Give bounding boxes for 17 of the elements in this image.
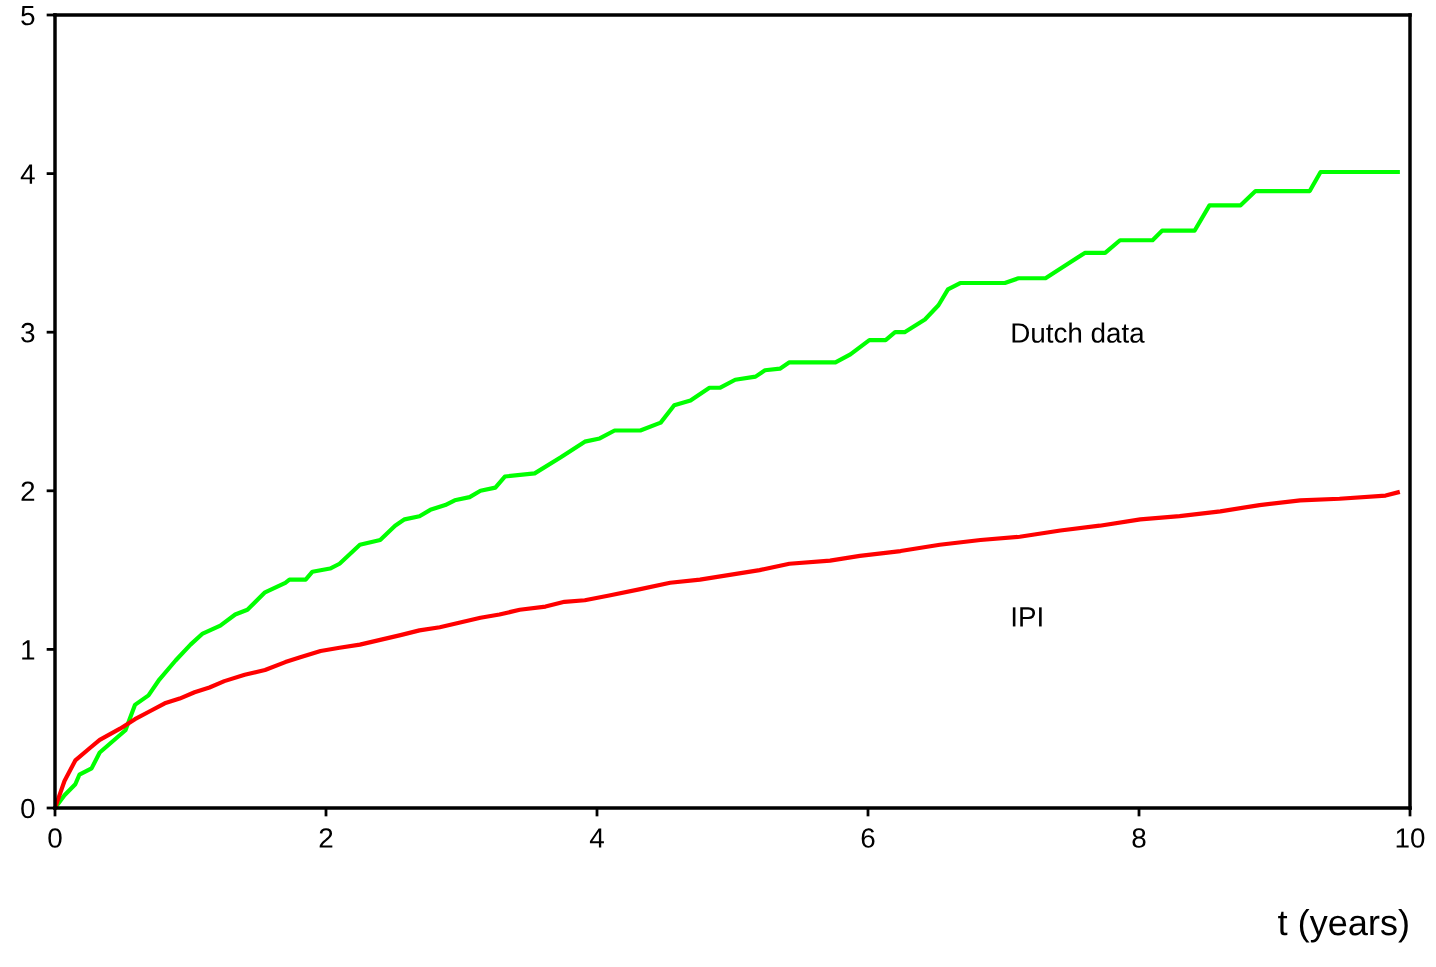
- line-series: [55, 490, 1400, 808]
- series-label: Dutch data: [1012, 322, 1145, 343]
- y-tick-label: 4: [20, 164, 35, 184]
- y-tick-label: 1: [22, 640, 35, 660]
- y-tick-label: 5: [21, 5, 35, 26]
- y-tick-label: 0: [21, 798, 35, 819]
- x-tick-label: 4: [589, 828, 604, 848]
- x-tick-label: 8: [1132, 828, 1146, 848]
- x-tick-label: 0: [48, 828, 62, 848]
- y-tick-label: 2: [21, 481, 35, 501]
- x-tick-label: 10: [1396, 828, 1425, 848]
- x-tick-label: 2: [319, 828, 333, 848]
- x-tick-label: 6: [861, 828, 875, 848]
- x-axis-title: t (years): [1278, 908, 1408, 943]
- line-series: [55, 169, 1400, 808]
- text: IPI: [1012, 607, 1042, 627]
- y-tick-label: 3: [21, 322, 35, 343]
